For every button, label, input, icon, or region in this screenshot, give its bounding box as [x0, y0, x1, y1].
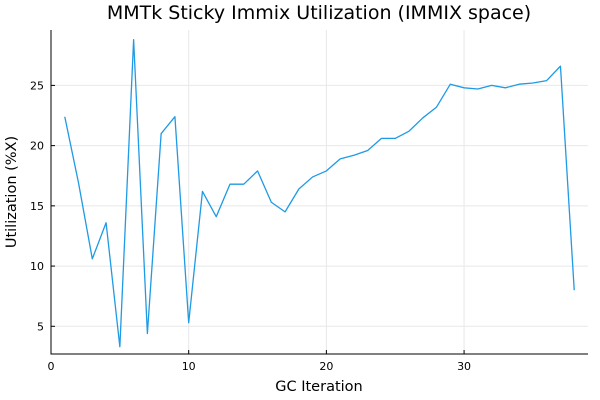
x-tick-label: 30: [457, 360, 471, 373]
grid-layer: [50, 30, 588, 354]
y-tick-label: 5: [37, 320, 44, 333]
y-tick-label: 15: [30, 200, 44, 213]
x-axis-label: GC Iteration: [275, 379, 362, 395]
y-axis-label: Utilization (%X): [4, 136, 20, 248]
x-ticks: 0 10 20 30: [48, 350, 471, 373]
x-tick-label: 20: [319, 360, 333, 373]
x-tick-label: 10: [182, 360, 196, 373]
y-tick-label: 20: [30, 140, 44, 153]
series-layer: [64, 38, 575, 348]
series-line: [64, 38, 575, 348]
x-tick-label: 0: [48, 360, 55, 373]
y-tick-label: 25: [30, 79, 44, 92]
chart-title: MMTk Sticky Immix Utilization (IMMIX spa…: [107, 2, 531, 24]
y-ticks: 5 10 15 20 25: [30, 79, 55, 333]
y-tick-label: 10: [30, 260, 44, 273]
